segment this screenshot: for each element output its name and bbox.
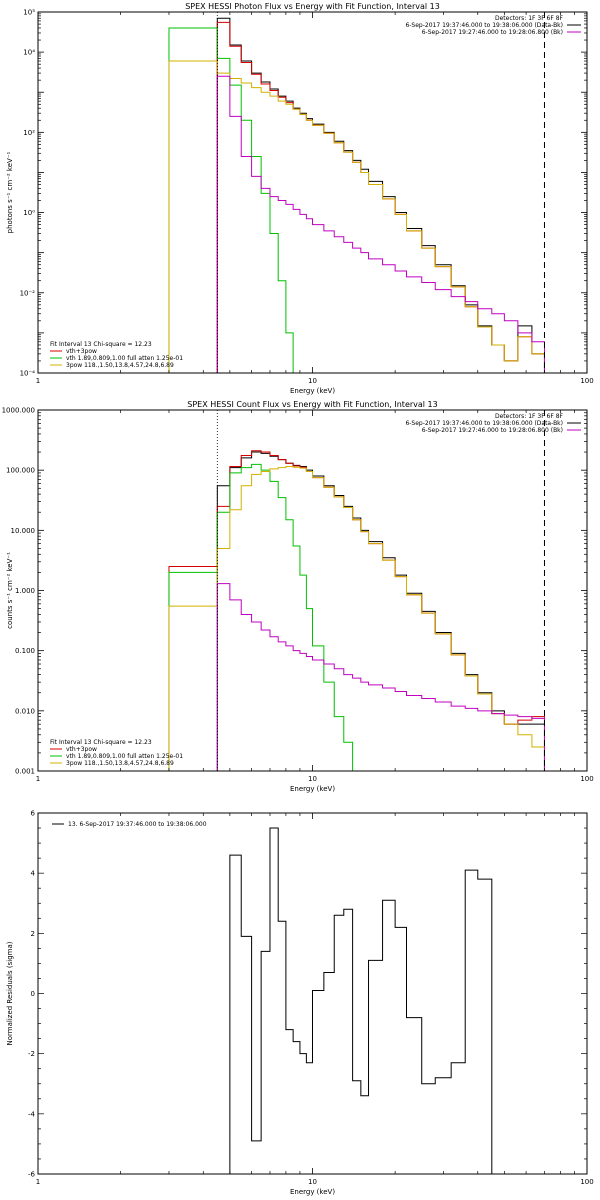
chart-panel-1: SPEX HESSI Photon Flux vs Energy with Fi… — [6, 2, 594, 395]
y-tick-label: 10.000 — [11, 527, 36, 535]
y-tick-label: 0.010 — [15, 707, 35, 715]
chart-title: SPEX HESSI Count Flux vs Energy with Fit… — [187, 400, 438, 409]
series-line-3 — [168, 27, 301, 373]
series-line-4 — [168, 466, 545, 771]
x-tick-label: 10 — [308, 775, 317, 783]
series-group — [168, 17, 545, 373]
header-line: Detectors: 1F 3F 6F 8F — [495, 413, 564, 420]
legend-entry: vth 1.89,0.809,1.00 full atten 1.25e-01 — [66, 355, 183, 362]
header-line: Detectors: 1F 3F 6F 8F — [495, 15, 564, 22]
x-tick-label: 10 — [308, 1178, 317, 1186]
series-line-5 — [216, 75, 545, 373]
y-tick-label: 10² — [23, 129, 35, 137]
x-tick-label: 1 — [36, 1178, 40, 1186]
y-tick-label: 100.000 — [6, 467, 35, 475]
y-axis-label: photons s⁻¹ cm⁻² keV⁻¹ — [6, 151, 14, 233]
y-tick-label: 10⁻⁴ — [20, 370, 36, 378]
header-line: 6-Sep-2017 19:37:46.000 to 19:38:06.000 … — [405, 22, 563, 29]
y-tick-label: 10⁰ — [23, 209, 35, 217]
x-tick-label: 1 — [36, 377, 40, 385]
y-tick-label: -4 — [28, 1110, 36, 1118]
series-line-1 — [216, 17, 545, 373]
y-axis-label: Normalized Residuals (sigma) — [6, 941, 14, 1045]
series-line-1 — [216, 451, 545, 771]
legend-entry: 3pow 118.,1.50,13.8,4.57,24.8,6.89 — [66, 760, 174, 767]
y-tick-label: -2 — [28, 1050, 35, 1058]
x-axis-label: Energy (keV) — [290, 785, 335, 793]
legend-entry: Fit Interval 13 Chi-square = 12.23 — [50, 739, 152, 746]
series-group — [168, 450, 545, 771]
series-line-3 — [168, 463, 362, 771]
chart-panel-3: 1 10 100 -6 -4 -2 0 2 4 6 Energy (keV) Normalized R… — [6, 810, 594, 1197]
legend-entry: vth+3pow — [66, 348, 97, 355]
series-line-5 — [216, 583, 545, 771]
x-tick-label: 1 — [36, 775, 40, 783]
y-tick-label: 0.001 — [15, 768, 35, 776]
header-line: 6-Sep-2017 19:27:46.000 to 19:28:06.800 … — [422, 427, 563, 434]
y-tick-label: 0.100 — [15, 647, 35, 655]
y-tick-label: 4 — [31, 870, 36, 878]
y-tick-label: 10⁴ — [23, 49, 35, 57]
y-tick-label: 10⁵ — [23, 9, 35, 17]
series-line-4 — [168, 60, 545, 373]
legend-entry: vth+3pow — [66, 746, 97, 753]
header-line: 6-Sep-2017 19:37:46.000 to 19:38:06.000 … — [405, 420, 563, 427]
y-tick-label: 10⁻² — [20, 289, 36, 297]
x-tick-label: 100 — [580, 377, 593, 385]
y-tick-label: 1.000 — [15, 587, 35, 595]
series-line-2 — [168, 450, 545, 771]
y-tick-label: 0 — [31, 990, 35, 998]
header-line: 6-Sep-2017 19:27:46.000 to 19:28:06.800 … — [422, 29, 563, 36]
series-group — [216, 827, 493, 1174]
y-tick-label: 6 — [31, 810, 36, 818]
legend-entry: vth 1.89,0.809,1.00 full atten 1.25e-01 — [66, 753, 183, 760]
legend-entry: 3pow 118.,1.50,13.8,4.57,24.8,6.89 — [66, 362, 174, 369]
y-tick-label: 1000.000 — [2, 407, 35, 415]
legend-entry: Fit Interval 13 Chi-square = 12.23 — [50, 341, 152, 348]
x-axis-label: Energy (keV) — [290, 1188, 335, 1196]
series-line-2 — [216, 21, 545, 373]
x-tick-label: 100 — [580, 1178, 593, 1186]
x-axis-label: Energy (keV) — [290, 387, 335, 395]
legend-entry: 13. 6-Sep-2017 19:37:46.000 to 19:38:06.… — [68, 821, 207, 828]
series-line-1 — [216, 827, 493, 1174]
chart-panel-2: SPEX HESSI Count Flux vs Energy with Fit… — [2, 400, 594, 793]
y-tick-label: 2 — [31, 930, 35, 938]
y-axis-label: counts s⁻¹ cm⁻² keV⁻¹ — [6, 552, 14, 629]
x-tick-label: 100 — [580, 775, 593, 783]
x-tick-label: 10 — [308, 377, 317, 385]
y-tick-label: -6 — [28, 1171, 36, 1179]
chart-title: SPEX HESSI Photon Flux vs Energy with Fi… — [185, 2, 440, 11]
